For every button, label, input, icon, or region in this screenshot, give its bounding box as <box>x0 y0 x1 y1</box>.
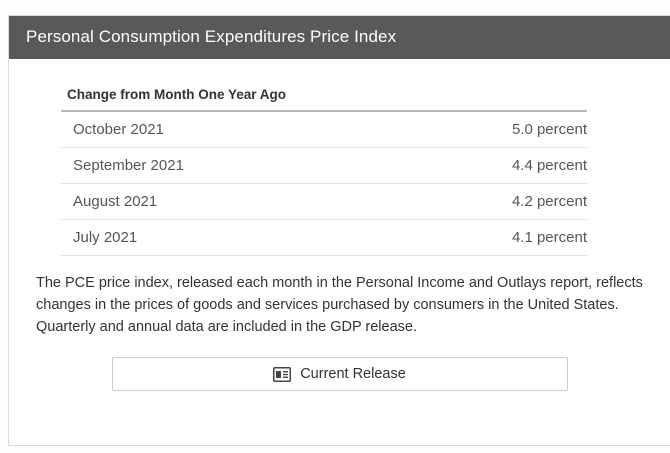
period-value: 4.4 percent <box>511 157 587 174</box>
table-caption: Change from Month One Year Ago <box>61 79 587 112</box>
pce-card: Personal Consumption Expenditures Price … <box>8 15 670 446</box>
period-value: 5.0 percent <box>511 121 587 138</box>
period-value: 4.1 percent <box>511 229 587 246</box>
pce-table: Change from Month One Year Ago October 2… <box>61 79 587 256</box>
table-row: September 2021 4.4 percent <box>61 148 587 184</box>
current-release-button[interactable]: Current Release <box>111 357 568 392</box>
period-label: July 2021 <box>73 229 138 246</box>
table-row: October 2021 5.0 percent <box>61 112 587 148</box>
newspaper-icon <box>273 366 292 382</box>
table-row: July 2021 4.1 percent <box>61 220 587 256</box>
period-label: September 2021 <box>73 157 184 174</box>
period-label: August 2021 <box>73 193 158 210</box>
table-row: August 2021 4.2 percent <box>61 184 587 220</box>
card-body: Change from Month One Year Ago October 2… <box>9 59 670 392</box>
current-release-label: Current Release <box>300 366 406 383</box>
period-label: October 2021 <box>73 121 164 138</box>
pce-description: The PCE price index, released each month… <box>36 275 643 335</box>
card-title: Personal Consumption Expenditures Price … <box>9 16 670 59</box>
period-value: 4.2 percent <box>511 193 587 210</box>
